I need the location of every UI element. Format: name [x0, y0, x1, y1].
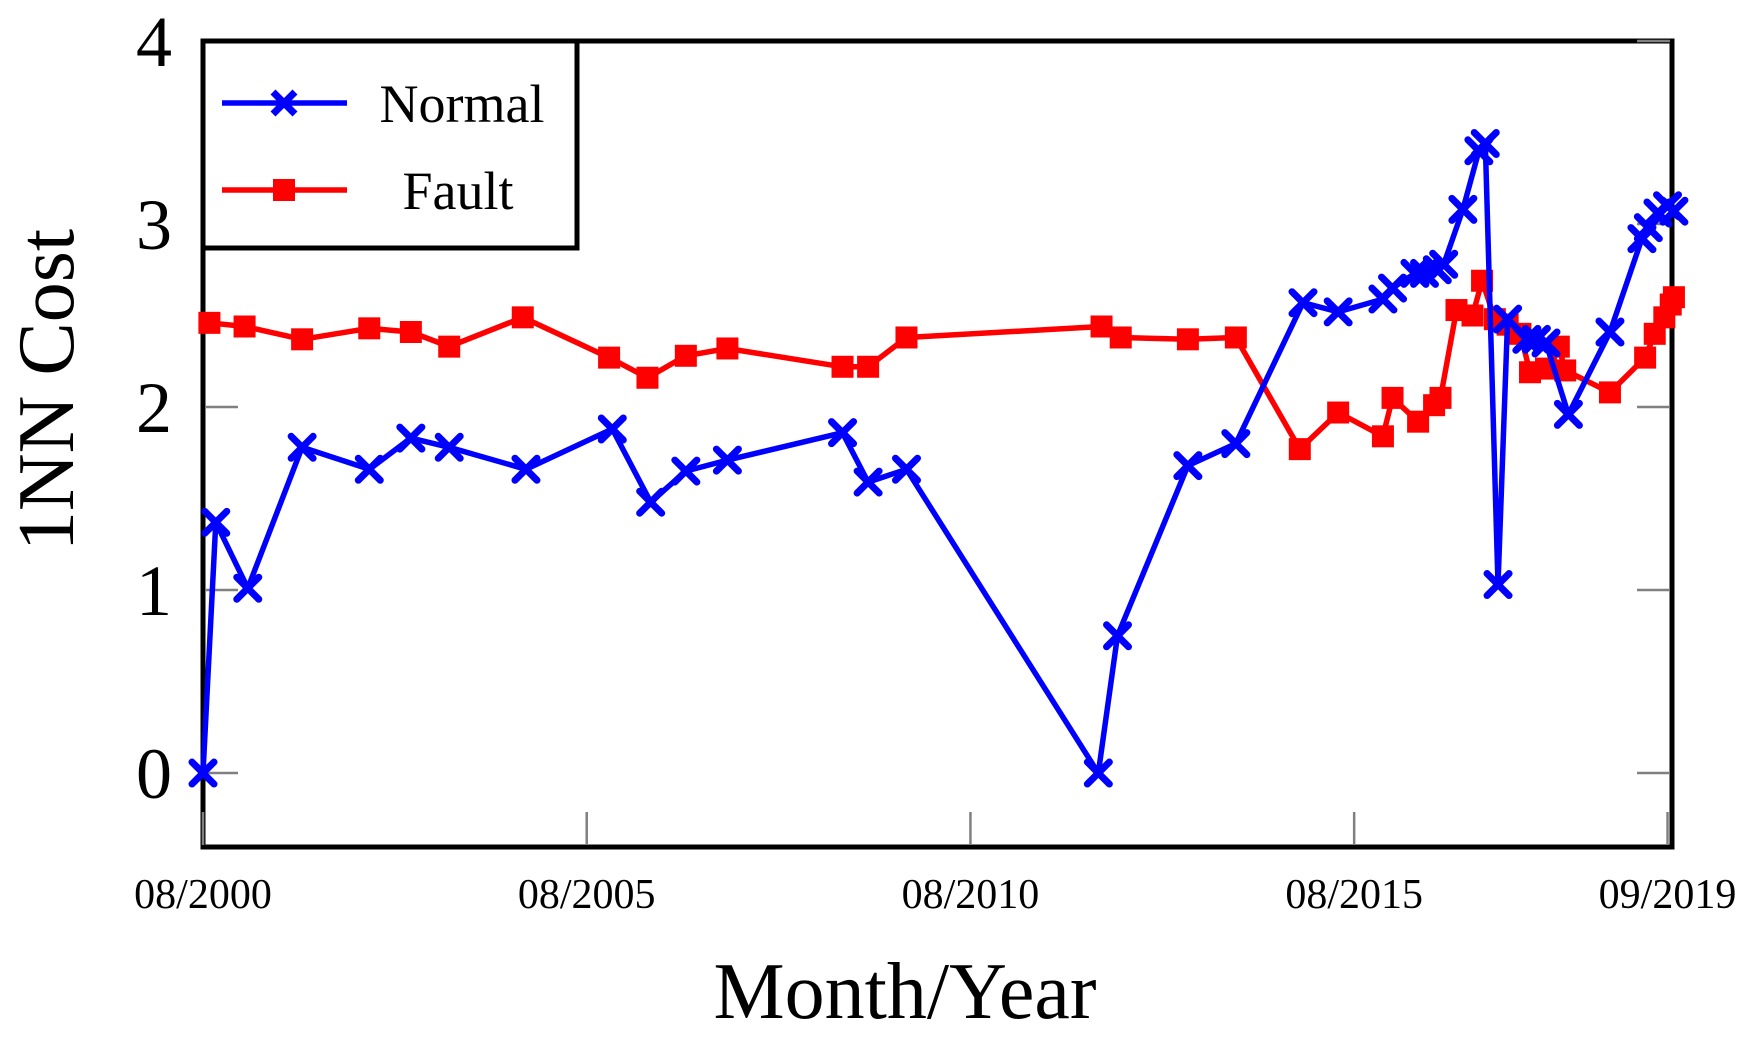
fault-square-marker	[895, 326, 918, 349]
fault-square-marker	[1327, 401, 1350, 424]
normal-x-marker	[1553, 399, 1583, 429]
x-tick-label: 08/2015	[1285, 872, 1423, 918]
normal-x-marker	[853, 467, 883, 497]
x-tick-label: 08/2005	[518, 872, 656, 918]
legend-box: Normal Fault	[200, 38, 580, 251]
normal-x-marker	[1531, 328, 1561, 358]
normal-x-marker	[1083, 758, 1113, 788]
fault-square-marker	[598, 346, 621, 369]
y-tick-label: 0	[136, 734, 172, 814]
normal-x-marker	[1400, 258, 1430, 288]
normal-x-marker	[1595, 317, 1625, 347]
y-tick-label: 4	[136, 2, 172, 82]
fault-square-marker	[198, 311, 221, 334]
fault-square-marker	[1371, 425, 1394, 448]
y-tick-label: 2	[136, 368, 172, 448]
normal-series	[188, 128, 1689, 788]
fault-square-marker	[1634, 346, 1657, 369]
fault-series	[198, 269, 1685, 461]
fault-square-marker	[233, 315, 256, 338]
fault-square-marker	[1662, 286, 1685, 309]
x-tick-label: 09/2019	[1599, 872, 1737, 918]
x-tick-label: 08/2000	[134, 872, 272, 918]
fault-square-marker	[1288, 438, 1311, 461]
fault-square-marker	[1554, 359, 1577, 382]
legend-fault-square-marker-icon	[273, 179, 295, 201]
normal-x-marker	[1659, 196, 1689, 226]
normal-x-marker	[1470, 128, 1500, 158]
fault-square-marker	[716, 337, 739, 360]
normal-x-marker	[396, 423, 426, 453]
fault-square-marker	[291, 328, 314, 351]
normal-x-marker	[287, 432, 317, 462]
fault-square-marker	[1176, 328, 1199, 351]
normal-x-marker	[511, 454, 541, 484]
normal-x-marker	[671, 456, 701, 486]
legend-frame	[200, 38, 580, 251]
normal-x-marker	[233, 573, 263, 603]
y-axis-title: 1NN Cost	[3, 229, 91, 551]
normal-x-marker	[597, 414, 627, 444]
y-tick-label: 1	[136, 551, 172, 631]
normal-line	[200, 140, 1676, 776]
normal-x-marker	[1103, 621, 1133, 651]
fault-square-marker	[358, 317, 381, 340]
normal-x-marker	[201, 507, 231, 537]
fault-square-marker	[857, 355, 880, 378]
normal-x-marker	[1429, 249, 1459, 279]
normal-x-marker	[1378, 273, 1408, 303]
fault-square-marker	[511, 306, 534, 329]
x-tick-label: 08/2010	[902, 872, 1040, 918]
normal-x-marker	[1288, 288, 1318, 318]
normal-x-marker	[1633, 213, 1663, 243]
fault-square-marker	[438, 335, 461, 358]
y-tick-label: 3	[136, 185, 172, 265]
normal-x-marker	[636, 487, 666, 517]
fault-square-marker	[831, 355, 854, 378]
fault-square-marker	[636, 366, 659, 389]
legend-normal-x-marker-icon	[270, 89, 298, 117]
normal-x-marker	[1448, 194, 1478, 224]
normal-x-marker	[434, 432, 464, 462]
legend-label-normal: Normal	[380, 74, 545, 134]
normal-x-marker	[1173, 451, 1203, 481]
fault-square-marker	[1598, 381, 1621, 404]
fault-square-marker	[1224, 326, 1247, 349]
fault-square-marker	[674, 344, 697, 367]
plot-frame	[200, 38, 1675, 850]
normal-x-marker	[1483, 570, 1513, 600]
data-series	[188, 128, 1689, 788]
normal-x-marker	[891, 454, 921, 484]
x-axis-title: Month/Year	[713, 948, 1096, 1036]
fault-square-marker	[1461, 304, 1484, 327]
normal-x-marker	[712, 445, 742, 475]
fault-square-marker	[1090, 315, 1113, 338]
fault-square-marker	[1109, 326, 1132, 349]
normal-x-marker	[354, 454, 384, 484]
normal-x-marker	[188, 758, 218, 788]
fault-square-marker	[1429, 386, 1452, 409]
legend-label-fault: Fault	[402, 161, 513, 221]
fault-square-marker	[1381, 386, 1404, 409]
normal-x-marker	[1323, 297, 1353, 327]
normal-x-marker	[828, 418, 858, 448]
fault-square-marker	[399, 320, 422, 343]
tick-labels: 0 1 2 3 4 08/2000 08/2005 08/2010 08/2015 09/2019	[134, 2, 1736, 918]
normal-x-marker	[1221, 429, 1251, 459]
